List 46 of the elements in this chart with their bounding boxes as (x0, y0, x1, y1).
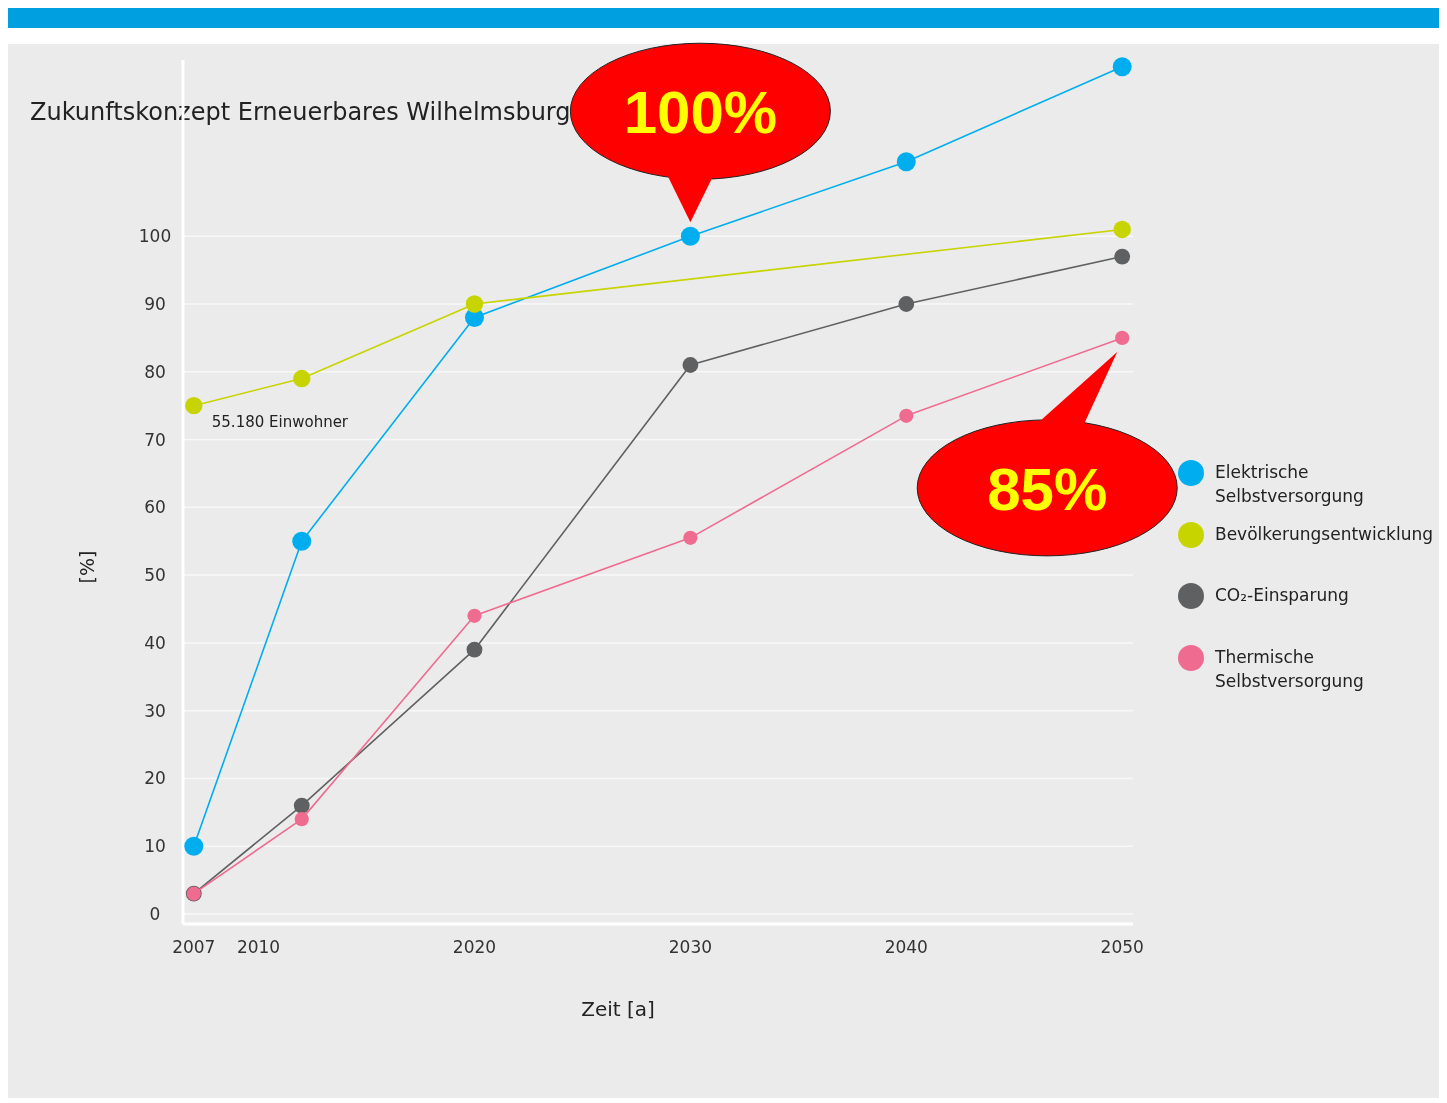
point (683, 530, 698, 545)
x-tick-label: 2007 (172, 937, 216, 957)
annotation: 100% (623, 79, 778, 147)
y-tick-label: 70 (144, 429, 166, 450)
y-tick-label: 40 (144, 632, 166, 653)
y-tick-label: 80 (144, 361, 166, 382)
x-tick-label: 2030 (668, 937, 713, 957)
x-axis-title: Zeit [a] (581, 997, 655, 1021)
y-tick-label: 90 (144, 294, 166, 314)
legend-label: Elektrische Selbstversorgung (1215, 462, 1364, 506)
y-tick-label: 100 (138, 226, 172, 247)
point (682, 357, 699, 373)
point (465, 295, 484, 313)
legend-label: Bevölkerungsentwicklung (1215, 524, 1433, 544)
point (1114, 248, 1131, 265)
point (1115, 330, 1130, 345)
y-tick-label: 20 (144, 768, 166, 789)
point (293, 797, 310, 814)
x-tick-label: 2010 (236, 937, 281, 957)
x-tick-label: 2020 (452, 937, 497, 957)
point (680, 226, 700, 246)
y-axis-title: [%] (76, 550, 98, 584)
annotation: 85% (987, 455, 1108, 523)
point (292, 531, 312, 551)
point (1113, 220, 1131, 239)
y-tick-label: 50 (144, 565, 166, 586)
point (467, 608, 482, 623)
point (899, 408, 914, 423)
point (1112, 57, 1132, 77)
y-tick-label: 0 (149, 904, 161, 924)
point (185, 396, 203, 415)
legend-label: Thermische Selbstversorgung (1214, 647, 1364, 691)
point (466, 641, 483, 658)
x-tick-label: 2040 (884, 937, 928, 957)
legend-label: CO₂-Einsparung (1215, 585, 1349, 605)
text: Zukunftskonzept Erneuerbares Wilhelmsburg (30, 98, 571, 126)
point (294, 812, 309, 827)
annotation: 55.180 Einwohner (211, 412, 349, 431)
point (896, 152, 916, 172)
point (898, 296, 915, 312)
x-tick-label: 2050 (1100, 937, 1144, 957)
point (293, 369, 311, 388)
y-tick-label: 30 (144, 700, 166, 721)
y-tick-label: 10 (144, 836, 166, 857)
point (184, 836, 204, 856)
y-tick-label: 60 (144, 497, 166, 518)
